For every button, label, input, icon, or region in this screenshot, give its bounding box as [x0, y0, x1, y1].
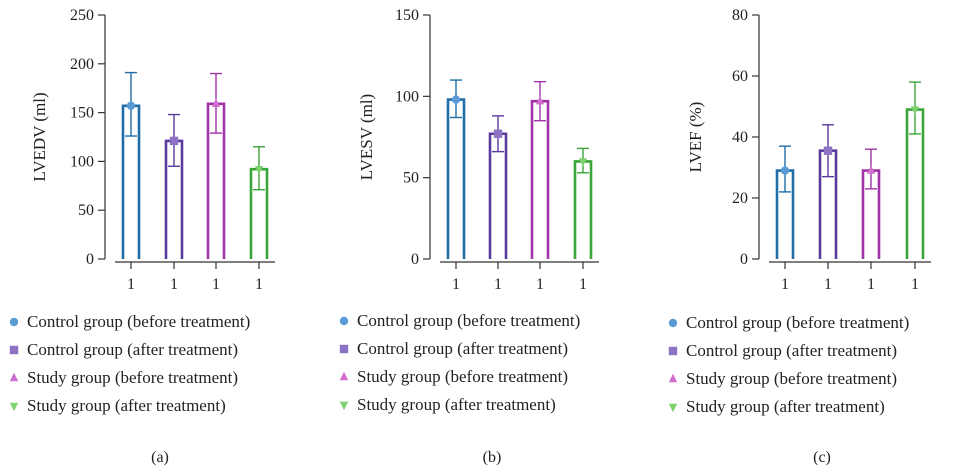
x-tick-label: 1	[824, 276, 832, 293]
data-point-marker	[493, 129, 503, 138]
x-tick-label: 1	[494, 276, 502, 293]
legend-marker	[9, 402, 19, 412]
x-tick-label: 1	[579, 276, 587, 293]
data-point-marker	[169, 136, 179, 146]
legend-entry: Control group (before treatment)	[27, 312, 250, 331]
y-tick-label: 250	[70, 7, 94, 24]
legend-entry: Control group (after treatment)	[686, 341, 897, 360]
chart-panel-a: 0 50 100 150 200 250 LVEDV (ml) 1 1 1 1 Control gro…	[9, 7, 275, 466]
legend-entry: Study group (after treatment)	[27, 396, 226, 415]
y-tick-label: 50	[78, 202, 94, 219]
bar	[488, 132, 508, 259]
y-tick-label: 200	[70, 56, 94, 73]
x-tick-label: 1	[452, 276, 460, 293]
legend-marker	[9, 317, 19, 327]
x-tick-label: 1	[212, 276, 220, 293]
legend: Control group (before treatment) Control …	[339, 311, 580, 414]
y-tick-label: 100	[395, 88, 419, 105]
legend: Control group (before treatment) Control …	[668, 313, 909, 416]
y-tick-label: 0	[411, 251, 419, 268]
legend: Control group (before treatment) Control …	[9, 312, 250, 415]
y-tick-label: 40	[732, 129, 748, 146]
legend-entry: Study group (before treatment)	[27, 368, 238, 387]
legend-marker	[339, 371, 349, 381]
y-tick-label: 80	[732, 7, 748, 24]
y-tick-label: 60	[732, 68, 748, 85]
legend-entry: Control group (after treatment)	[27, 340, 238, 359]
x-tick-label: 1	[867, 276, 875, 293]
legend-marker	[668, 373, 678, 383]
chart-panel-b: 0 50 100 150 LVESV (ml) 1 1 1 1 Control group (be…	[339, 7, 599, 466]
data-point-marker	[578, 158, 588, 167]
bar	[573, 160, 593, 259]
x-tick-label: 1	[255, 276, 263, 293]
x-tick-label: 1	[536, 276, 544, 293]
legend-entry: Study group (after treatment)	[686, 397, 885, 416]
legend-marker	[339, 316, 349, 326]
legend-entry: Control group (after treatment)	[357, 339, 568, 358]
x-tick-label: 1	[170, 276, 178, 293]
y-axis-label: LVESV (ml)	[357, 94, 376, 180]
legend-marker	[668, 346, 678, 356]
data-point-marker	[910, 106, 920, 115]
y-tick-label: 0	[86, 251, 94, 268]
legend-entry: Study group (before treatment)	[357, 367, 568, 386]
legend-marker	[339, 344, 349, 354]
legend-marker	[339, 401, 349, 411]
bar	[446, 98, 466, 259]
legend-marker	[9, 345, 19, 355]
legend-marker	[668, 318, 678, 328]
chart-panel-c: 0 20 40 60 80 LVEF (%) 1 1 1 1 Control group (befo…	[668, 7, 931, 466]
data-point-marker	[866, 165, 876, 174]
y-axis-label: LVEF (%)	[686, 102, 705, 173]
legend-marker	[9, 372, 19, 382]
x-tick-label: 1	[911, 276, 919, 293]
y-axis-label: LVEDV (ml)	[30, 92, 49, 181]
y-tick-label: 20	[732, 190, 748, 207]
y-tick-label: 150	[70, 105, 94, 122]
data-point-marker	[823, 146, 833, 155]
legend-entry: Control group (before treatment)	[686, 313, 909, 332]
data-point-marker	[535, 96, 545, 105]
legend-marker	[668, 403, 678, 413]
panel-caption: (a)	[151, 449, 169, 466]
data-point-marker	[254, 166, 264, 175]
data-point-marker	[780, 166, 790, 175]
bar	[530, 99, 550, 259]
x-tick-label: 1	[127, 276, 135, 293]
legend-entry: Control group (before treatment)	[357, 311, 580, 330]
y-tick-label: 100	[70, 153, 94, 170]
y-tick-label: 150	[395, 7, 419, 24]
data-point-marker	[126, 101, 136, 110]
legend-entry: Study group (before treatment)	[686, 369, 897, 388]
y-tick-label: 0	[740, 251, 748, 268]
data-point-marker	[211, 98, 221, 108]
data-point-marker	[451, 95, 461, 104]
panel-caption: (c)	[813, 449, 831, 466]
y-tick-label: 50	[403, 170, 419, 187]
x-tick-label: 1	[781, 276, 789, 293]
legend-entry: Study group (after treatment)	[357, 395, 556, 414]
panel-caption: (b)	[483, 449, 502, 466]
